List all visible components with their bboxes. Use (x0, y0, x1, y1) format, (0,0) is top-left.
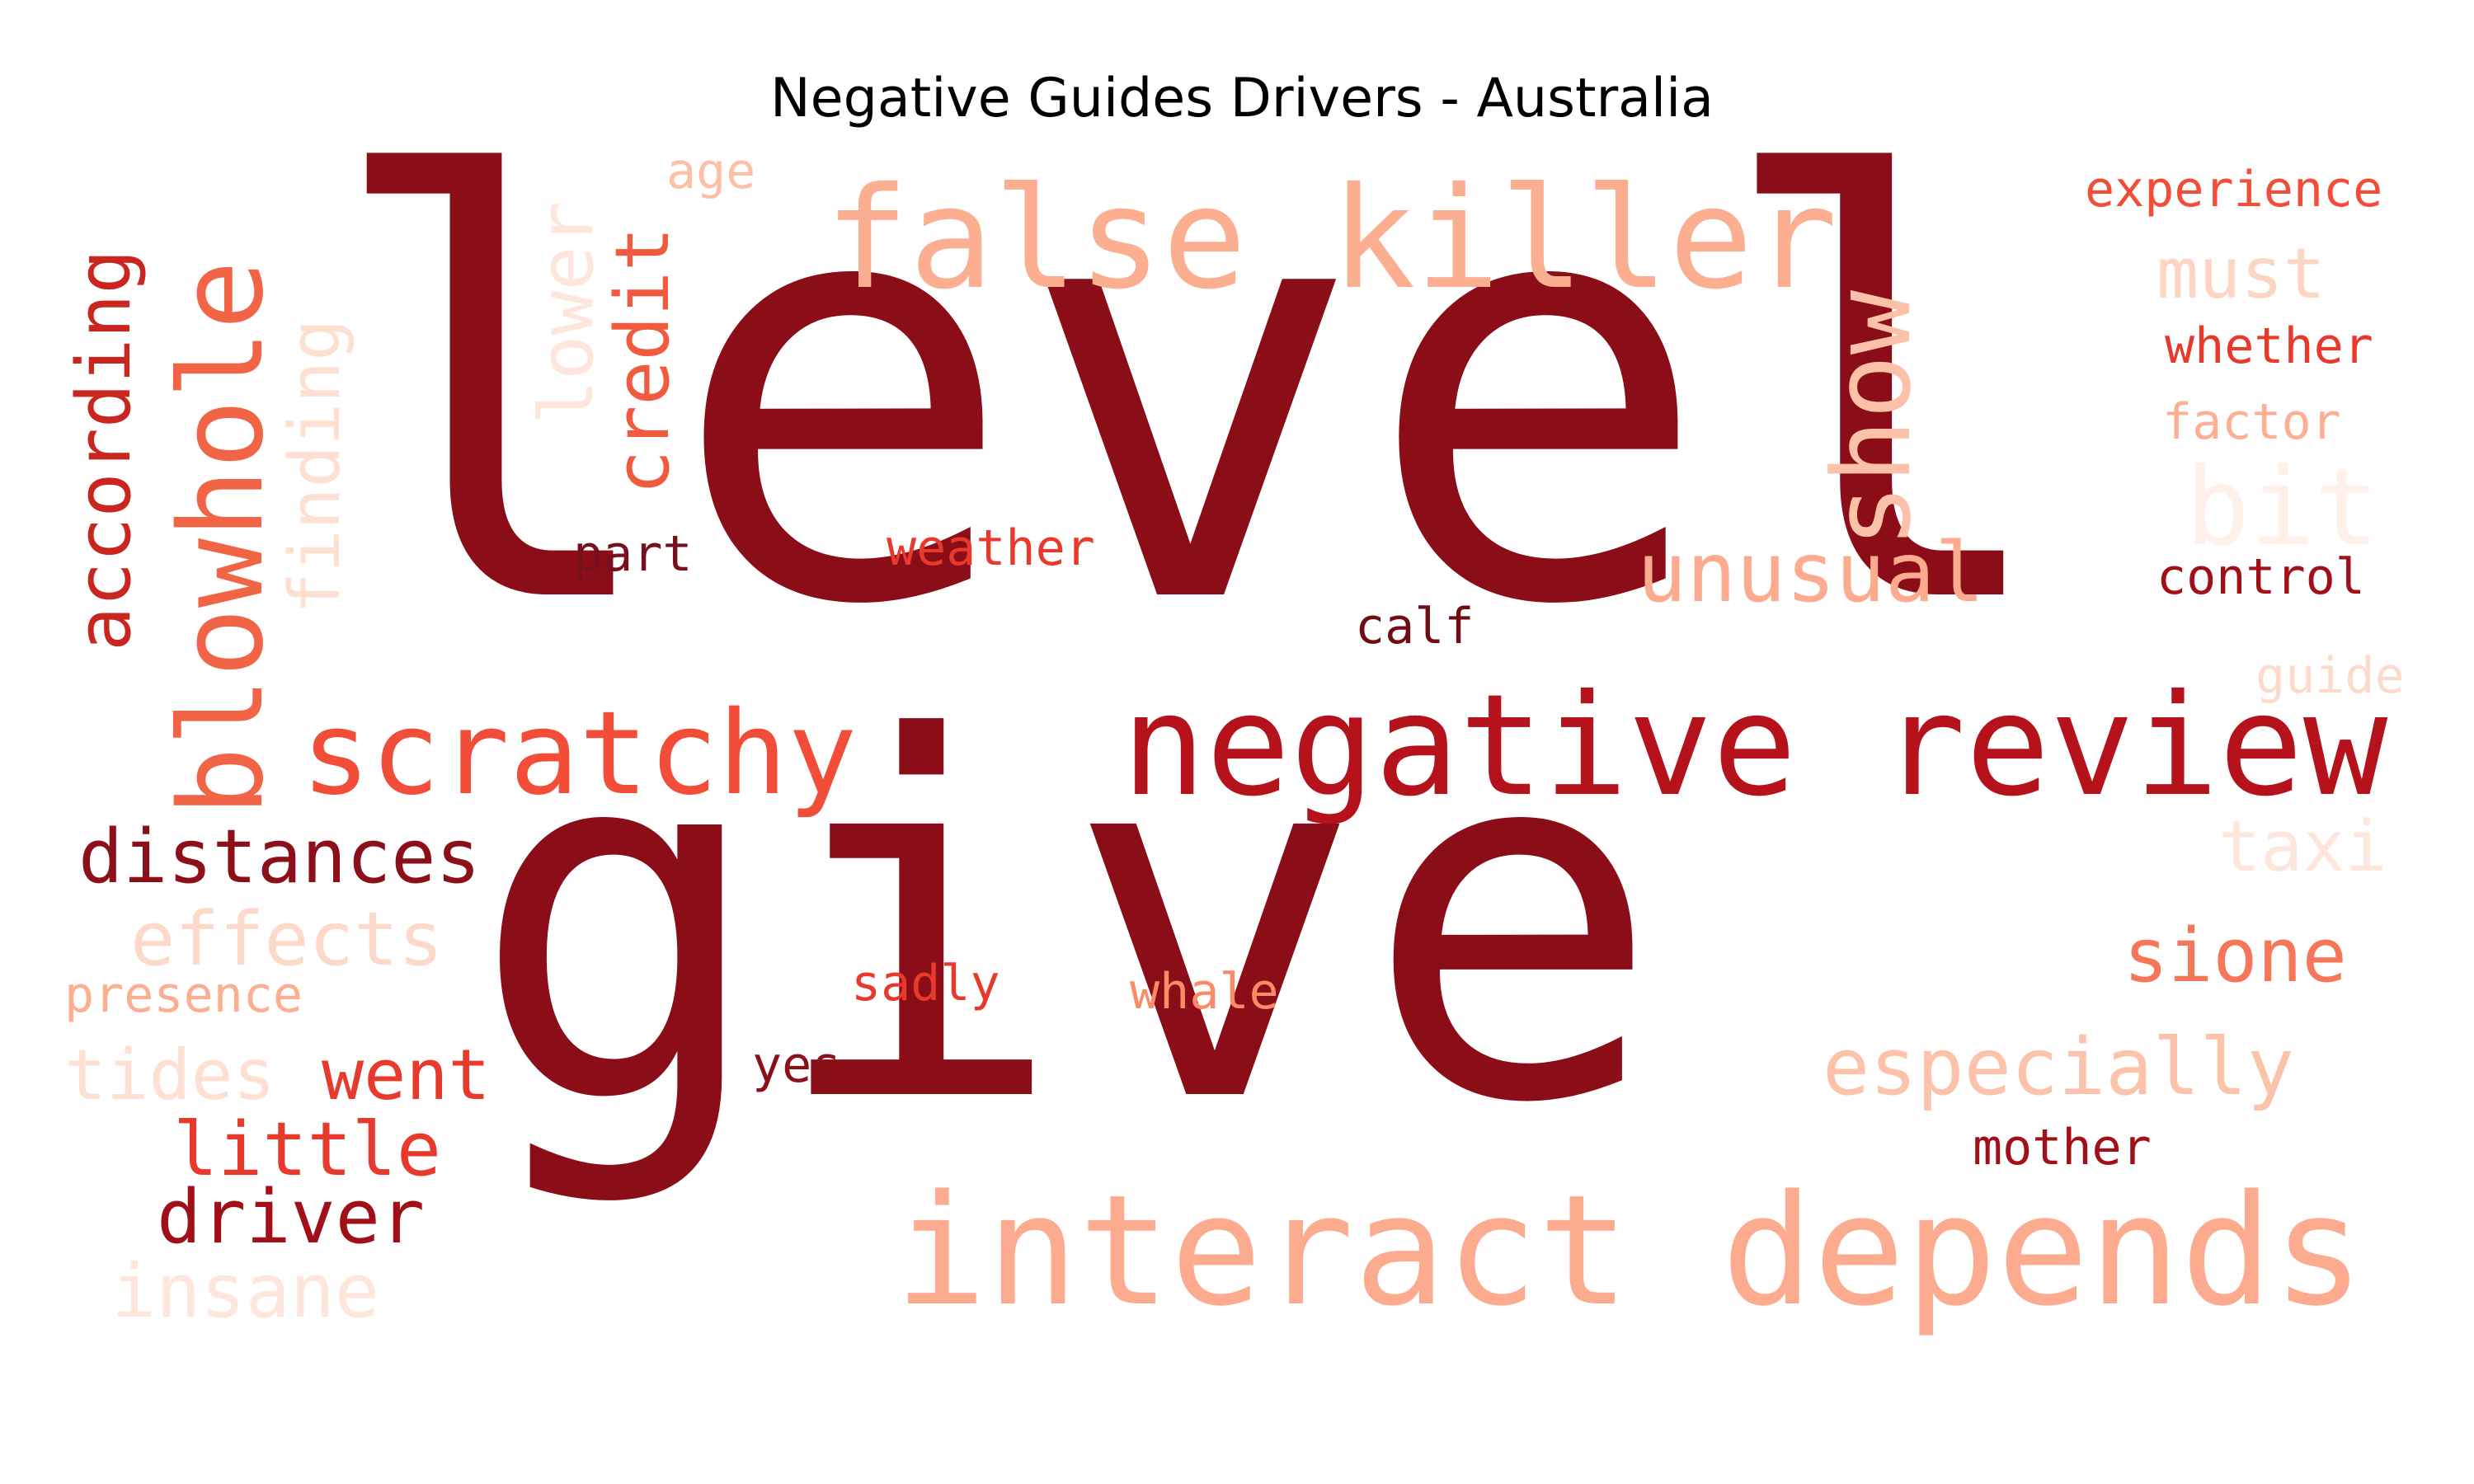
word-went: went (322, 1035, 491, 1116)
word-negative-review: negative review (1122, 665, 2388, 828)
word-age: age (666, 143, 756, 200)
word-lower: lower (524, 201, 610, 425)
word-finding: finding (275, 318, 356, 614)
word-presence: presence (64, 966, 303, 1024)
word-show: show (1809, 289, 1935, 548)
word-little: little (173, 1106, 442, 1193)
word-level: level (322, 59, 2060, 731)
word-insane: insane (111, 1248, 380, 1335)
word-unusual: unusual (1637, 524, 1985, 621)
chart-title: Negative Guides Drivers - Australia (770, 68, 1714, 129)
word-scratchy: scratchy (301, 687, 858, 821)
word-interact-depends: interact depends (895, 1162, 2365, 1340)
word-calf: calf (1355, 598, 1475, 655)
word-factor: factor (2162, 393, 2341, 451)
word-especially: especially (1823, 1022, 2294, 1113)
word-driver: driver (157, 1174, 426, 1261)
word-experience: experience (2085, 161, 2383, 218)
word-sadly: sadly (851, 955, 1000, 1012)
word-guide: guide (2255, 647, 2405, 705)
word-effects: effects (130, 896, 444, 983)
word-credit: credit (600, 226, 686, 495)
word-blowhole: blowhole (155, 260, 289, 816)
word-whether: whether (2165, 317, 2373, 375)
word-bit: bit (2185, 444, 2379, 570)
word-mother: mother (1973, 1119, 2152, 1176)
word-give: give (470, 635, 1662, 1211)
word-according: according (61, 249, 148, 651)
word-yes: yes (752, 1036, 842, 1094)
word-tides: tides (64, 1035, 275, 1116)
word-must: must (2157, 233, 2326, 315)
word-taxi: taxi (2218, 806, 2387, 888)
word-control: control (2157, 548, 2365, 606)
word-part: part (573, 525, 693, 583)
word-whale: whale (1130, 963, 1279, 1021)
word-sione: sione (2124, 913, 2347, 999)
word-weather: weather (887, 519, 1095, 577)
word-distances: distances (78, 814, 481, 900)
word-false-killer: false killer (825, 157, 1838, 321)
